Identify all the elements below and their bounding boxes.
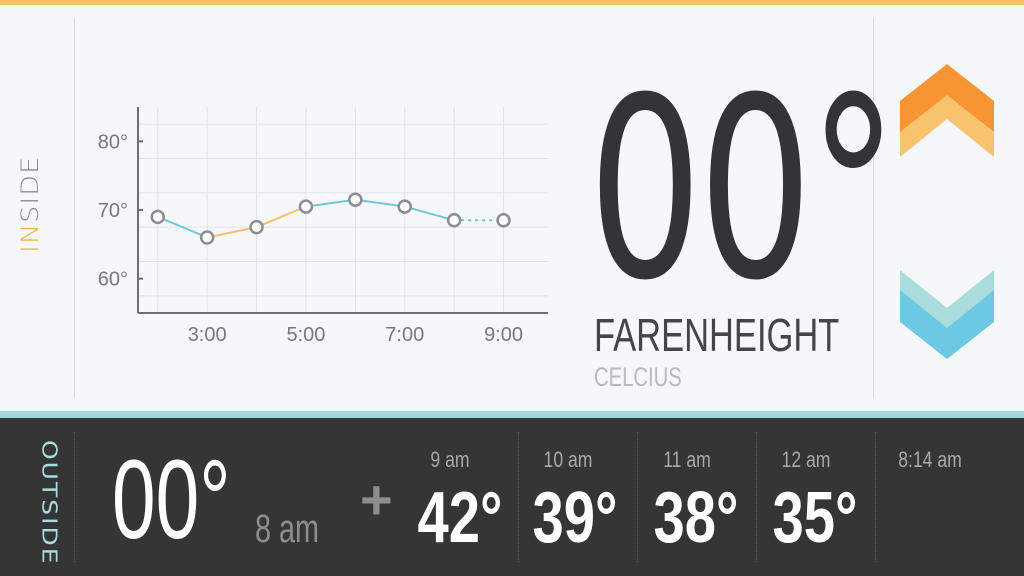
x-tick-label: 3:00 xyxy=(188,324,227,346)
x-tick-label: 5:00 xyxy=(286,324,325,346)
forecast-temp: 42° xyxy=(417,478,503,558)
forecast-divider xyxy=(518,432,519,562)
series-line-segment xyxy=(355,198,405,208)
series-line-segment xyxy=(206,226,257,239)
series-line-segment xyxy=(305,198,356,208)
outside-panel xyxy=(0,418,1024,576)
forecast-temp: 35° xyxy=(772,478,858,558)
y-tick-label: 60° xyxy=(98,269,128,291)
forecast-time: 10 am xyxy=(543,447,593,472)
unit-fahrenheit-button[interactable]: FARENHEIGHT xyxy=(594,309,840,361)
inside-label-rest: SIDE xyxy=(16,155,45,223)
outside-time: 8 am xyxy=(255,507,320,551)
outside-temperature: 00° xyxy=(112,437,231,562)
data-point xyxy=(150,209,166,225)
forecast-divider xyxy=(756,432,757,562)
series-line-segment xyxy=(256,205,307,229)
inside-panel xyxy=(0,5,1024,411)
chevron-down-icon xyxy=(900,270,994,359)
inside-label-highlight: IN xyxy=(16,222,45,253)
right-divider xyxy=(873,18,874,398)
x-tick-label: 9:00 xyxy=(484,324,523,346)
series-line-segment xyxy=(404,205,455,222)
x-tick-label: 7:00 xyxy=(385,324,424,346)
left-divider xyxy=(74,18,75,398)
plus-icon: + xyxy=(360,468,393,531)
outside-divider-left xyxy=(74,432,75,562)
y-tick-label: 80° xyxy=(98,131,128,153)
y-tick-label: 70° xyxy=(98,200,128,222)
teal-accent-bar xyxy=(0,411,1024,418)
forecast-divider xyxy=(637,432,638,562)
top-accent-bar xyxy=(0,0,1024,5)
forecast-divider xyxy=(875,432,876,562)
data-point xyxy=(397,199,412,214)
series-line-segment xyxy=(157,215,208,239)
current-temperature: 00° xyxy=(588,44,898,335)
outside-label: OUTSIDE xyxy=(37,440,61,566)
increase-temperature-button[interactable] xyxy=(900,62,1000,157)
forecast-temp: 38° xyxy=(653,478,739,558)
data-point xyxy=(496,213,511,228)
inside-temperature-chart: 80° 70° 60° 3:00 5:00 7:00 9:00 xyxy=(98,107,548,346)
forecast-time: 11 am xyxy=(663,447,711,472)
data-point xyxy=(446,213,462,228)
inside-label: INSIDE xyxy=(16,156,62,253)
data-point xyxy=(249,219,264,235)
data-point xyxy=(348,192,363,207)
unit-celsius-button[interactable]: CELCIUS xyxy=(594,362,682,392)
forecast-temp: 39° xyxy=(532,478,618,558)
data-point xyxy=(298,199,314,214)
forecast-time: 12 am xyxy=(781,447,831,472)
chevron-up-icon xyxy=(900,64,994,157)
decrease-temperature-button[interactable] xyxy=(900,268,1000,363)
forecast-time: 9 am xyxy=(430,447,470,472)
forecast-time: 8:14 am xyxy=(898,447,962,472)
data-point xyxy=(199,230,215,245)
